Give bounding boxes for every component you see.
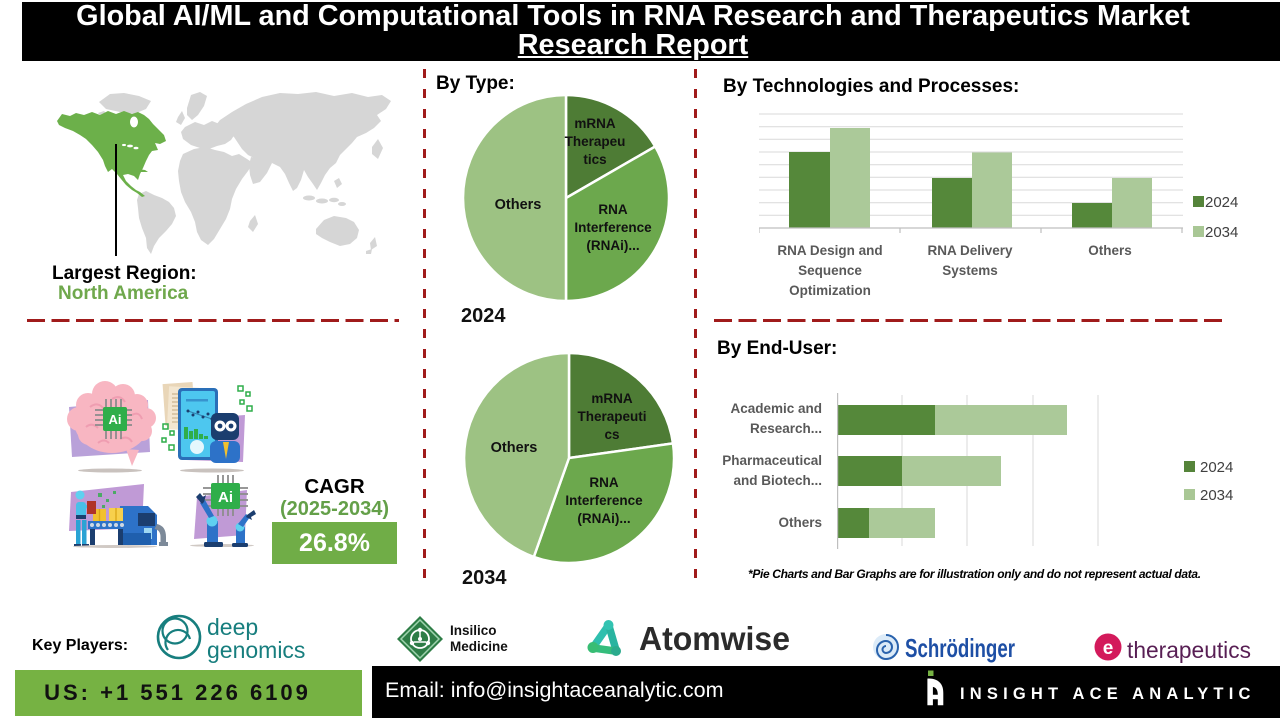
svg-text:Insilico: Insilico [450, 623, 497, 638]
svg-text:Schrödinger: Schrödinger [905, 633, 1015, 663]
svg-text:therapeutics: therapeutics [1127, 637, 1251, 663]
svg-text:INSIGHT ACE ANALYTIC: INSIGHT ACE ANALYTIC [960, 685, 1256, 703]
svg-text:Medicine: Medicine [450, 639, 508, 654]
svg-text:genomics: genomics [207, 637, 305, 663]
svg-text:e: e [1103, 638, 1114, 659]
svg-text:deep: deep [207, 614, 258, 640]
svg-text:Ai: Ai [218, 489, 233, 506]
svg-text:Atomwise: Atomwise [639, 620, 790, 657]
svg-text:Ai: Ai [109, 412, 122, 427]
